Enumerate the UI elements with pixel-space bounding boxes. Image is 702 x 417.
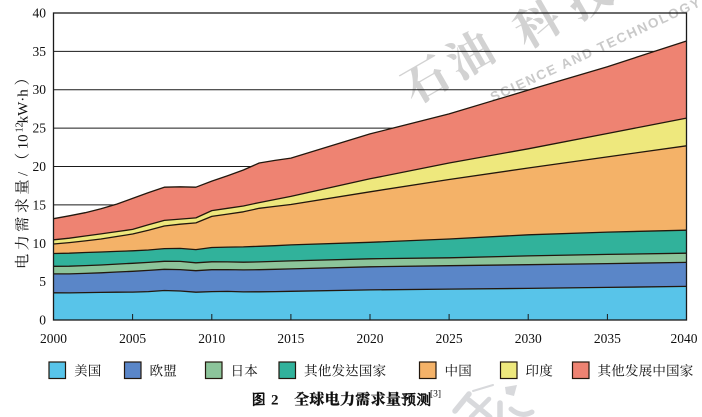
svg-text:35: 35	[33, 44, 47, 59]
svg-text:/: /	[16, 171, 32, 176]
svg-text:15: 15	[33, 197, 47, 212]
svg-text:kW·h: kW·h	[16, 89, 32, 124]
svg-text:2000: 2000	[40, 331, 67, 346]
svg-text:20: 20	[33, 159, 47, 174]
svg-text:2015: 2015	[277, 331, 304, 346]
svg-text:2005: 2005	[119, 331, 146, 346]
svg-text:25: 25	[33, 121, 47, 136]
svg-text:2035: 2035	[594, 331, 621, 346]
svg-text:12: 12	[15, 122, 26, 132]
svg-text:0: 0	[39, 313, 46, 328]
svg-text:2020: 2020	[357, 331, 384, 346]
svg-text:30: 30	[33, 82, 47, 97]
svg-text:[3]: [3]	[430, 390, 441, 400]
svg-text:2030: 2030	[515, 331, 542, 346]
svg-text:2040: 2040	[671, 331, 698, 346]
svg-text:10: 10	[16, 134, 32, 149]
svg-text:5: 5	[39, 274, 46, 289]
svg-text:2: 2	[271, 393, 279, 409]
svg-text:2025: 2025	[436, 331, 463, 346]
svg-text:10: 10	[33, 236, 47, 251]
svg-text:2010: 2010	[198, 331, 225, 346]
svg-text:40: 40	[33, 6, 47, 21]
